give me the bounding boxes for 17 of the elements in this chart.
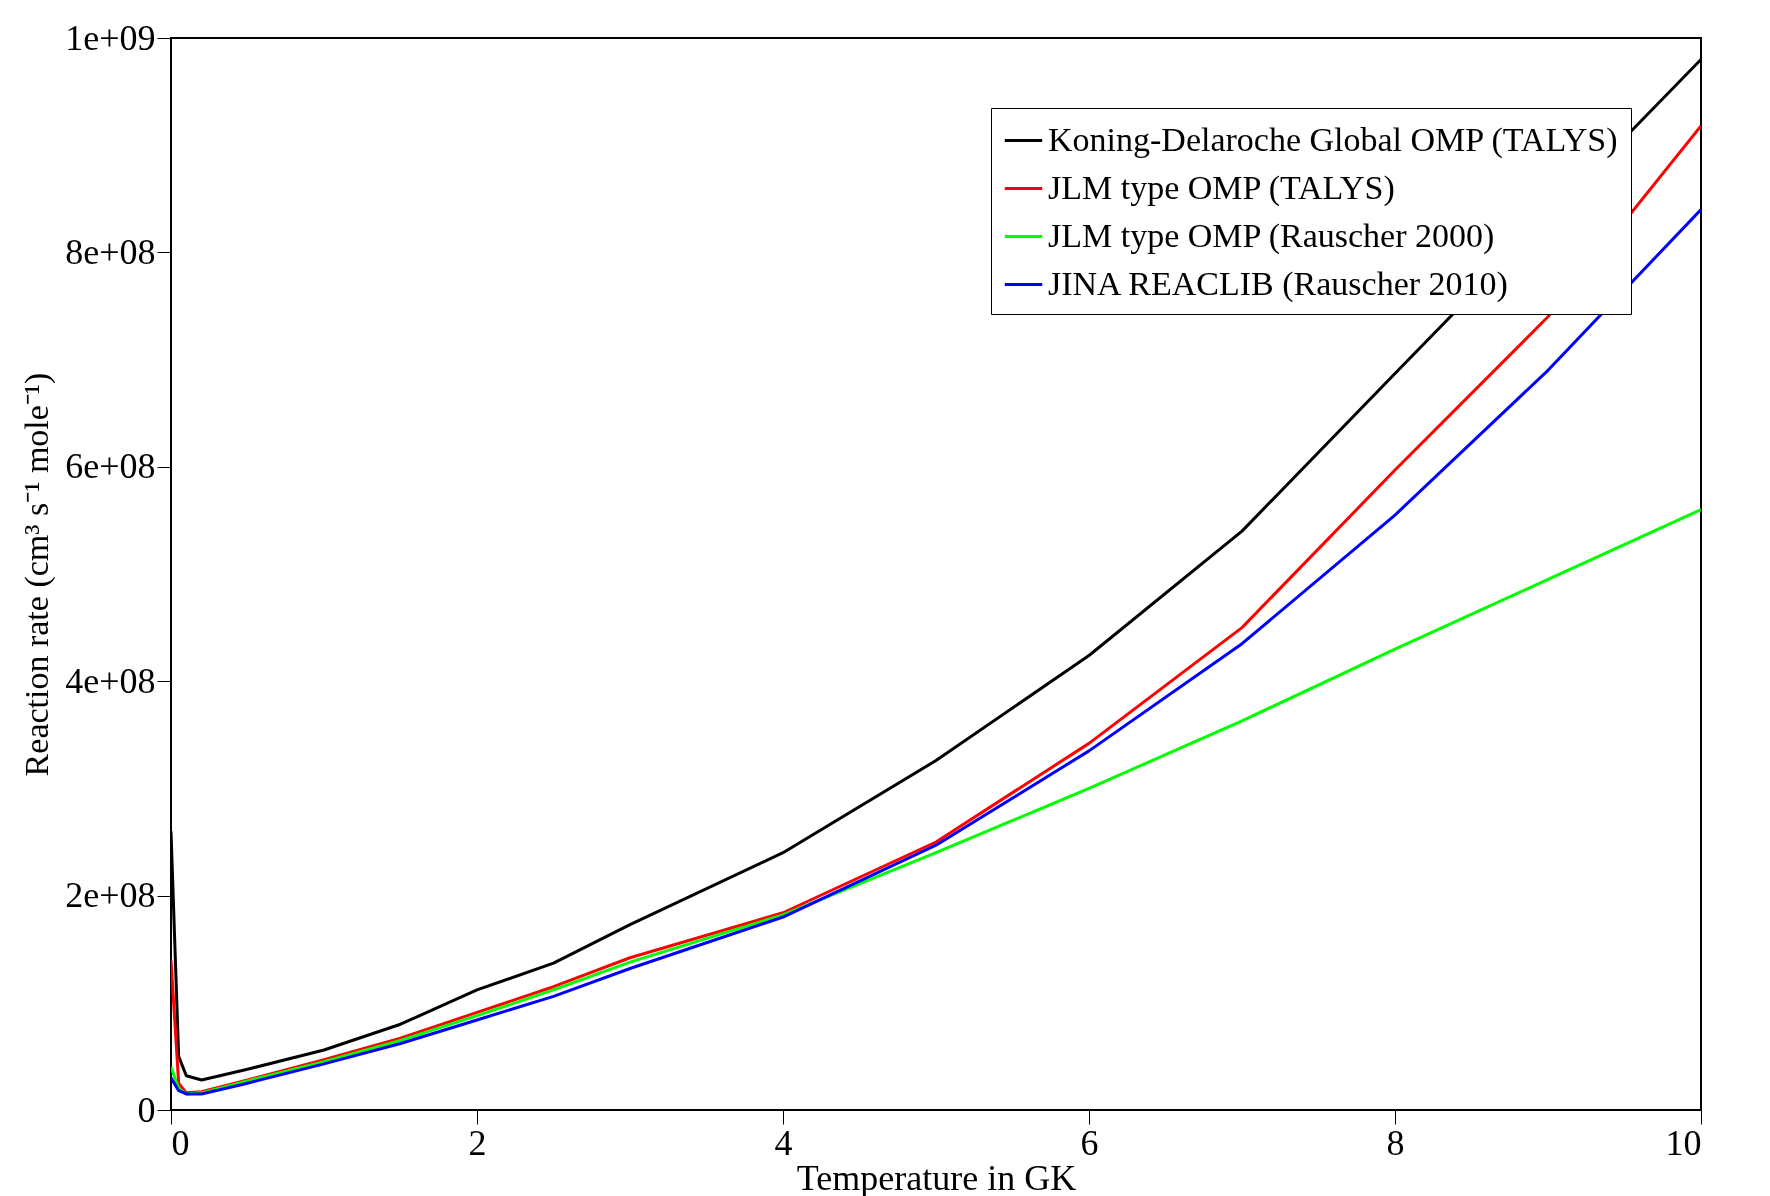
x-tick-label: 6 bbox=[1080, 1122, 1099, 1163]
legend-label: JLM type OMP (TALYS) bbox=[1048, 168, 1395, 207]
y-tick-label: 6e+08 bbox=[65, 446, 156, 487]
y-tick-label: 8e+08 bbox=[65, 231, 156, 272]
y-tick-label: 4e+08 bbox=[65, 660, 156, 701]
y-tick-label: 1e+09 bbox=[65, 17, 156, 58]
legend-label: Koning-Delaroche Global OMP (TALYS) bbox=[1048, 120, 1618, 159]
x-tick-label: 10 bbox=[1665, 1122, 1702, 1163]
y-axis-title: Reaction rate (cm³ s⁻¹ mole⁻¹) bbox=[18, 372, 57, 777]
legend-label: JLM type OMP (Rauscher 2000) bbox=[1048, 216, 1495, 255]
x-tick-label: 4 bbox=[774, 1122, 793, 1163]
y-tick-label: 2e+08 bbox=[65, 875, 156, 916]
x-tick-label: 8 bbox=[1386, 1122, 1405, 1163]
legend-label: JINA REACLIB (Rauscher 2010) bbox=[1048, 264, 1508, 303]
y-tick-label: 0 bbox=[137, 1089, 156, 1130]
x-tick-label: 2 bbox=[468, 1122, 487, 1163]
x-tick-label: 0 bbox=[171, 1122, 190, 1163]
